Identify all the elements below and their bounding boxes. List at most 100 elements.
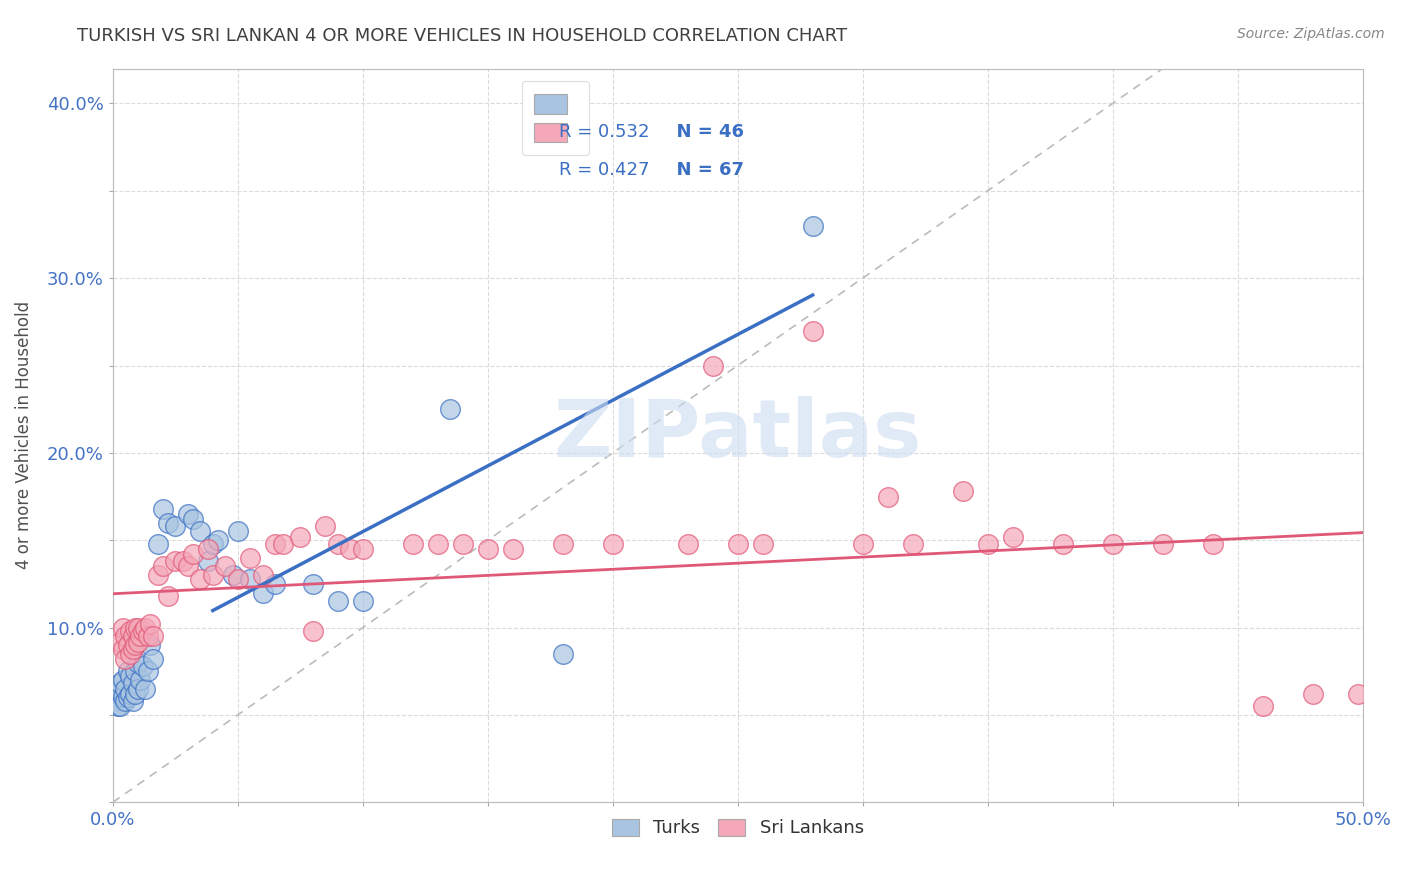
Point xyxy=(876,490,898,504)
Point xyxy=(156,516,179,530)
Point xyxy=(451,537,474,551)
Point xyxy=(165,519,187,533)
Point xyxy=(121,641,143,656)
Point xyxy=(602,537,624,551)
Point xyxy=(439,402,461,417)
Point xyxy=(127,681,149,696)
Point xyxy=(120,624,142,638)
Point xyxy=(727,537,749,551)
Point xyxy=(976,537,998,551)
Point xyxy=(107,685,129,699)
Point xyxy=(1302,687,1324,701)
Point xyxy=(124,687,146,701)
Point xyxy=(104,694,127,708)
Point xyxy=(114,694,136,708)
Point xyxy=(120,647,142,661)
Point xyxy=(1152,537,1174,551)
Point xyxy=(114,629,136,643)
Point xyxy=(271,537,294,551)
Point xyxy=(165,554,187,568)
Point xyxy=(107,699,129,714)
Point xyxy=(146,537,169,551)
Point xyxy=(139,638,162,652)
Point xyxy=(111,621,134,635)
Point xyxy=(177,507,200,521)
Point xyxy=(426,537,449,551)
Point xyxy=(214,559,236,574)
Text: Source: ZipAtlas.com: Source: ZipAtlas.com xyxy=(1237,27,1385,41)
Point xyxy=(172,554,194,568)
Point xyxy=(952,484,974,499)
Point xyxy=(1201,537,1223,551)
Point xyxy=(290,530,312,544)
Point xyxy=(177,559,200,574)
Point xyxy=(188,572,211,586)
Point xyxy=(117,665,139,679)
Legend: Turks, Sri Lankans: Turks, Sri Lankans xyxy=(605,812,872,845)
Point xyxy=(226,524,249,539)
Point xyxy=(801,219,824,233)
Point xyxy=(551,537,574,551)
Point xyxy=(197,554,219,568)
Point xyxy=(152,559,174,574)
Point xyxy=(207,533,229,548)
Point xyxy=(477,541,499,556)
Point xyxy=(201,537,224,551)
Point xyxy=(702,359,724,373)
Point xyxy=(301,624,323,638)
Point xyxy=(120,687,142,701)
Point xyxy=(146,568,169,582)
Point xyxy=(352,541,374,556)
Point xyxy=(1052,537,1074,551)
Point xyxy=(110,699,132,714)
Point xyxy=(124,665,146,679)
Point xyxy=(142,652,165,666)
Point xyxy=(239,572,262,586)
Point xyxy=(1347,687,1369,701)
Point xyxy=(129,673,152,687)
Point xyxy=(252,568,274,582)
Point xyxy=(1001,530,1024,544)
Point xyxy=(181,547,204,561)
Point xyxy=(110,634,132,648)
Point xyxy=(339,541,361,556)
Point xyxy=(252,585,274,599)
Point xyxy=(136,665,159,679)
Text: ZIPatlas: ZIPatlas xyxy=(554,396,922,475)
Point xyxy=(264,577,287,591)
Point xyxy=(264,537,287,551)
Point xyxy=(502,541,524,556)
Point xyxy=(301,577,323,591)
Text: TURKISH VS SRI LANKAN 4 OR MORE VEHICLES IN HOUSEHOLD CORRELATION CHART: TURKISH VS SRI LANKAN 4 OR MORE VEHICLES… xyxy=(77,27,848,45)
Point xyxy=(117,638,139,652)
Point xyxy=(127,621,149,635)
Point xyxy=(402,537,425,551)
Point xyxy=(127,634,149,648)
Point xyxy=(120,669,142,683)
Point xyxy=(121,676,143,690)
Point xyxy=(239,550,262,565)
Point xyxy=(142,629,165,643)
Point xyxy=(152,501,174,516)
Point xyxy=(111,690,134,705)
Point xyxy=(852,537,875,551)
Point xyxy=(111,673,134,687)
Text: N = 67: N = 67 xyxy=(664,161,744,178)
Point xyxy=(226,572,249,586)
Point xyxy=(901,537,924,551)
Point xyxy=(326,537,349,551)
Point xyxy=(129,629,152,643)
Point xyxy=(117,690,139,705)
Text: R = 0.427: R = 0.427 xyxy=(558,161,650,178)
Point xyxy=(121,694,143,708)
Point xyxy=(136,629,159,643)
Text: R = 0.532: R = 0.532 xyxy=(558,123,650,142)
Point xyxy=(127,656,149,670)
Point xyxy=(132,659,155,673)
Point xyxy=(110,676,132,690)
Point xyxy=(326,594,349,608)
Point xyxy=(114,652,136,666)
Point xyxy=(111,641,134,656)
Point xyxy=(139,617,162,632)
Point xyxy=(1101,537,1123,551)
